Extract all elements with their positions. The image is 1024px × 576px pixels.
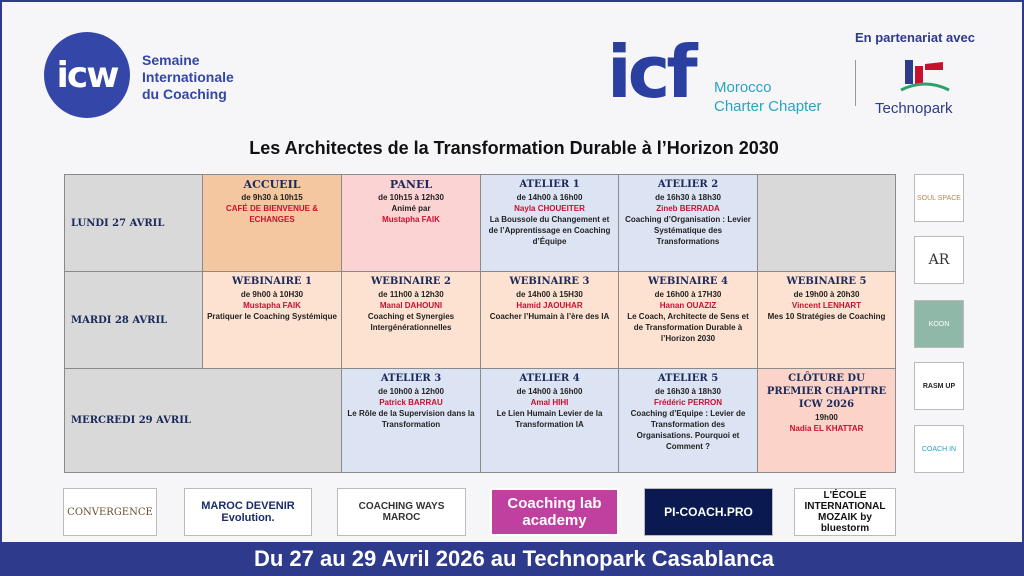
session-title: WEBINAIRE 5: [786, 276, 867, 287]
session-time: de 14h00 à 16h00: [516, 387, 583, 396]
icf-chapter-line: Morocco: [714, 79, 772, 96]
session-speaker: Hanan OUAZIZ: [659, 301, 717, 310]
icw-name-line: Internationale: [142, 69, 234, 85]
day-cell: MERCREDI 29 AVRIL: [64, 368, 342, 473]
session-cell: WEBINAIRE 5 de 19h00 à 20h30 Vincent LENHA…: [757, 271, 896, 369]
session-title: ATELIER 3: [380, 373, 442, 384]
bottom-sponsor-logo: CONVERGENCE: [63, 488, 157, 536]
session-title: WEBINAIRE 2: [371, 276, 451, 287]
session-text: Le Lien Humain Levier de la Transformati…: [496, 409, 603, 429]
session-title: PANEL: [389, 178, 433, 191]
side-sponsor-logo: RASM UP: [914, 362, 964, 410]
side-sponsor-logo: SOUL SPACE: [914, 174, 964, 222]
session-speaker: Manal DAHOUNI: [379, 301, 443, 310]
session-time: de 14h00 à 15H30: [516, 290, 583, 299]
session-cell: WEBINAIRE 3 de 14h00 à 15H30 Hamid JAOUHAR…: [480, 271, 619, 369]
session-speaker: Zineb BERRADA: [656, 204, 720, 213]
side-sponsor-logo: COACH IN: [914, 425, 964, 473]
day-cell: MARDI 28 AVRIL: [64, 271, 203, 369]
session-speaker: Vincent LENHART: [791, 301, 862, 310]
session-title: WEBINAIRE 4: [648, 276, 728, 287]
session-text: Mes 10 Stratégies de Coaching: [767, 312, 886, 321]
session-speaker: Mustapha FAIK: [243, 301, 301, 310]
session-time: de 16h30 à 18h30: [655, 193, 721, 202]
session-title: ATELIER 5: [657, 373, 719, 384]
icf-chapter-line: Charter Chapter: [714, 98, 822, 115]
session-time: de 14h00 à 16h00: [516, 193, 583, 202]
session-speaker: Frédéric PERRON: [653, 398, 723, 407]
icf-logo: icf: [607, 30, 698, 114]
bottom-sponsor-logo: COACHING WAYS MAROC: [337, 488, 466, 536]
separator: [855, 60, 856, 106]
session-title: ATELIER 2: [657, 179, 719, 190]
session-text: Pratiquer le Coaching Systémique: [207, 312, 337, 321]
session-time: de 9h00 à 10H30: [240, 290, 304, 299]
empty-cell: [757, 174, 896, 272]
icw-name-line: du Coaching: [142, 86, 227, 102]
session-title: WEBINAIRE 1: [232, 276, 312, 287]
session-cell: ATELIER 1 de 14h00 à 16h00 Nayla CHOUEITER…: [480, 174, 619, 272]
session-text: Coaching et Synergies Intergénérationnel…: [367, 312, 455, 332]
session-time: de 16h30 à 18h30: [655, 387, 721, 396]
session-cell: ATELIER 4 de 14h00 à 16h00 Amal HIHI Le Lie…: [480, 368, 619, 473]
session-title: WEBINAIRE 3: [509, 276, 590, 287]
session-time: de 11h00 à 12h30: [378, 290, 444, 299]
session-title: ACCUEIL: [243, 178, 301, 191]
session-cell: WEBINAIRE 2 de 11h00 à 12h30 Manal DAHOUNI…: [341, 271, 481, 369]
side-sponsor-logo: KOON: [914, 300, 964, 348]
session-speaker: Hamid JAOUHAR: [516, 301, 583, 310]
session-cell: ATELIER 3 de 10h00 à 12h00 Patrick BARRAU L…: [341, 368, 481, 473]
bottom-sponsor-logo: L'ÉCOLE INTERNATIONAL MOZAIK by bluestor…: [794, 488, 896, 536]
session-speaker: Nayla CHOUEITER: [514, 204, 585, 213]
bottom-sponsor-logo: MAROC DEVENIR Evolution.: [184, 488, 312, 536]
session-cell: ACCUEIL de 9h30 à 10h15 CAFÉ DE BIENVENUE …: [202, 174, 342, 272]
session-text: Le Coach, Architecte de Sens et de Trans…: [627, 312, 749, 343]
partner-label: En partenariat avec: [855, 30, 975, 45]
session-text: Coaching d’Organisation : Levier Systéma…: [625, 215, 751, 246]
session-time: de 19h00 à 20h30: [793, 290, 860, 299]
bottom-sponsor-logo: PI-COACH.PRO: [644, 488, 773, 536]
session-speaker: CAFÉ DE BIENVENUE & ECHANGES: [225, 204, 318, 224]
session-time: de 10h00 à 12h00: [378, 387, 444, 396]
technopark-mark: [900, 60, 950, 92]
icw-name: Semaine Internationale du Coaching: [142, 52, 234, 103]
session-title: ATELIER 4: [519, 373, 580, 384]
session-time: de 9h30 à 10h15: [241, 193, 303, 202]
icw-name-line: Semaine: [142, 52, 200, 68]
session-title: ATELIER 1: [519, 179, 580, 190]
session-time: 19h00: [815, 413, 838, 422]
session-cell: WEBINAIRE 4 de 16h00 à 17H30 Hanan OUAZIZ L…: [618, 271, 758, 369]
session-text: Coaching d’Equipe : Levier de Transforma…: [630, 409, 746, 451]
session-text: Coacher l’Humain à l’ère des IA: [489, 312, 610, 321]
session-cell: WEBINAIRE 1 de 9h00 à 10H30 Mustapha FAIK P…: [202, 271, 342, 369]
session-time: de 10h15 à 12h30: [378, 193, 444, 202]
session-speaker: Amal HIHI: [530, 398, 569, 407]
session-speaker: Patrick BARRAU: [379, 398, 443, 407]
session-text: Le Rôle de la Supervision dans la Transf…: [347, 409, 475, 429]
side-sponsor-logo: AR: [914, 236, 964, 284]
poster-title: Les Architectes de la Transformation Dur…: [249, 138, 779, 158]
session-time: de 16h00 à 17H30: [654, 290, 722, 299]
session-title: CLÔTURE DU PREMIER CHAPITRE ICW 2026: [766, 373, 887, 410]
session-speaker: Mustapha FAIK: [382, 215, 440, 224]
bottom-sponsor-logo: Coaching lab academy: [490, 488, 619, 536]
session-cell: PANEL de 10h15 à 12h30 Animé par Mustapha F…: [341, 174, 481, 272]
session-cell: CLÔTURE DU PREMIER CHAPITRE ICW 2026 19h0…: [757, 368, 896, 473]
session-speaker: Nadia EL KHATTAR: [789, 424, 864, 433]
icf-chapter: Morocco Charter Chapter: [714, 78, 822, 116]
icw-logo: icw: [44, 32, 130, 118]
partner-name: Technopark: [875, 100, 953, 117]
session-cell: ATELIER 2 de 16h30 à 18h30 Zineb BERRADA Co…: [618, 174, 758, 272]
session-text: La Boussole du Changement et de l’Appren…: [488, 215, 611, 246]
session-cell: ATELIER 5 de 16h30 à 18h30 Frédéric PERRON…: [618, 368, 758, 473]
session-intro: Animé par: [391, 204, 431, 213]
footer-banner: Du 27 au 29 Avril 2026 au Technopark Cas…: [2, 542, 1022, 574]
day-cell: LUNDI 27 AVRIL: [64, 174, 203, 272]
